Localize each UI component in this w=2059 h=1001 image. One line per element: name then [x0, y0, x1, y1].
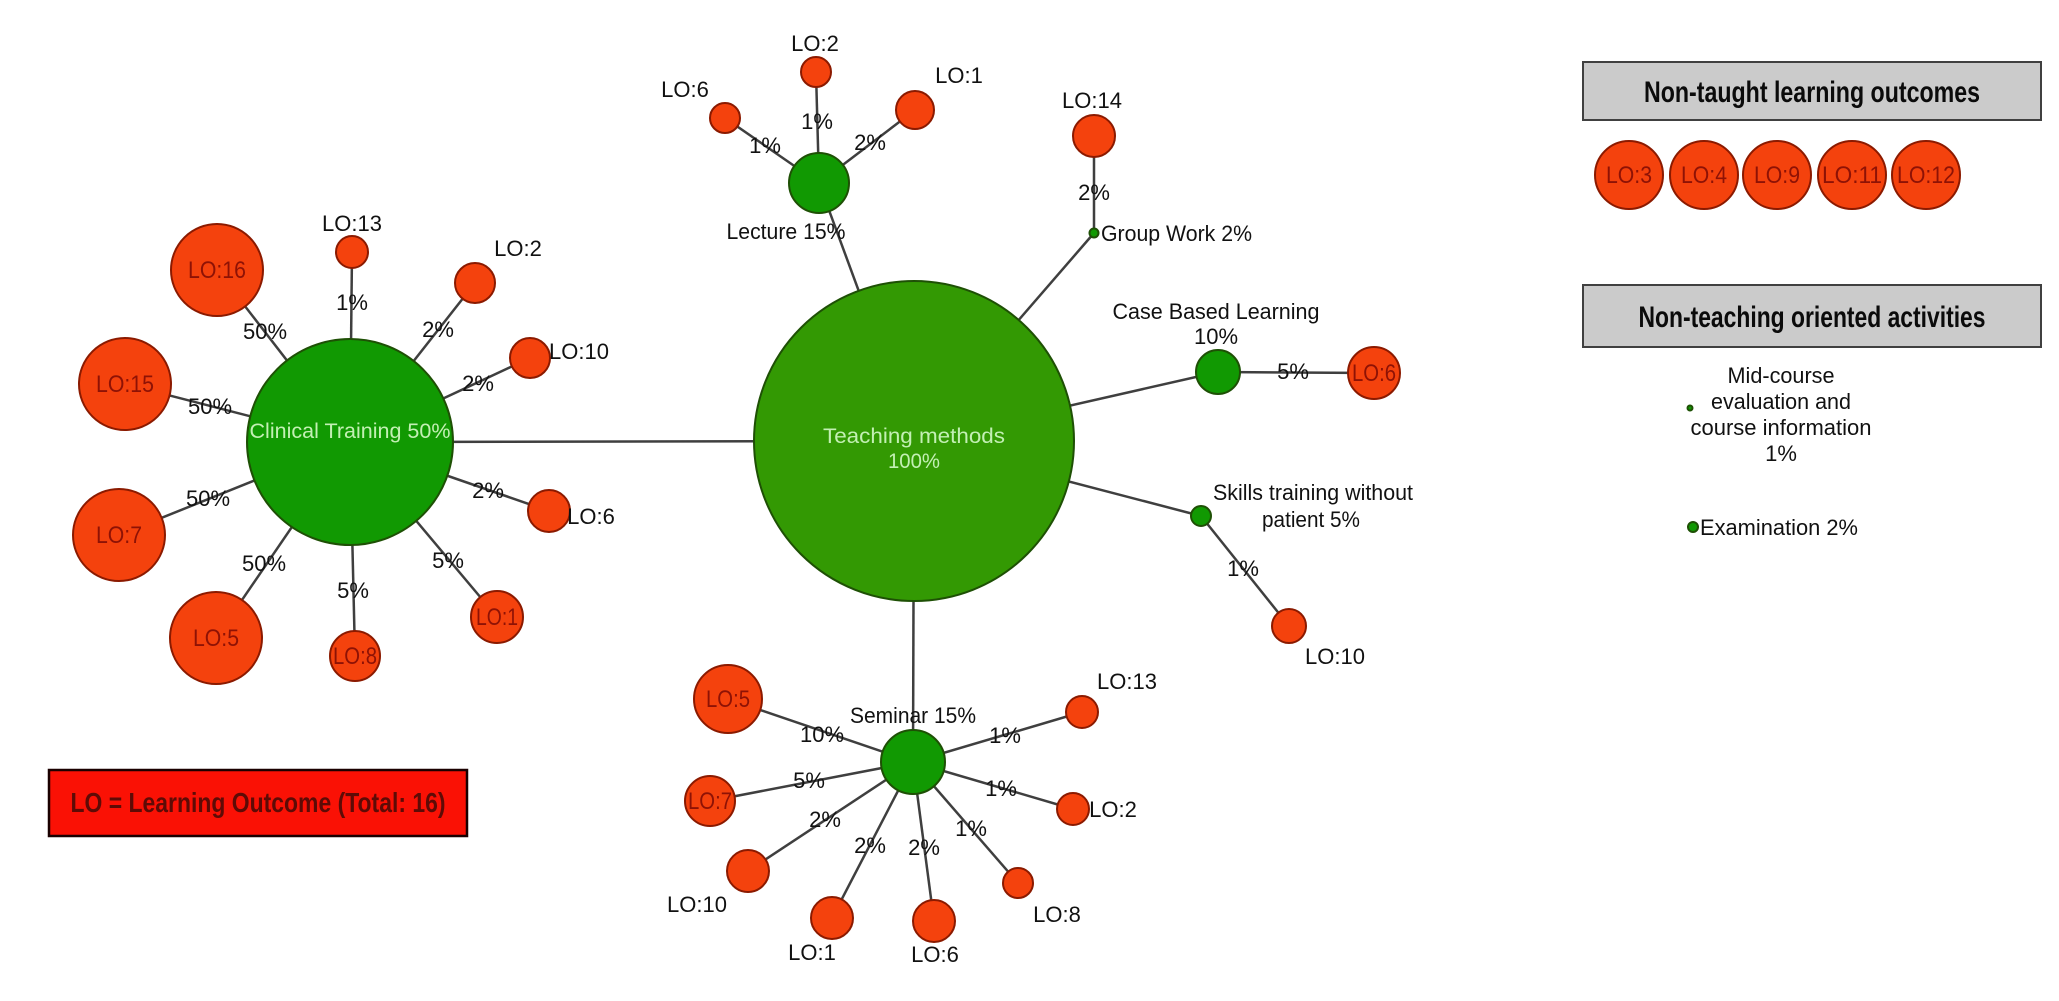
svg-text:5%: 5%	[432, 548, 464, 573]
svg-text:10%: 10%	[1194, 324, 1238, 349]
svg-text:Seminar 15%: Seminar 15%	[850, 703, 976, 728]
svg-text:Clinical Training 50%: Clinical Training 50%	[250, 420, 451, 443]
svg-text:LO:2: LO:2	[791, 31, 839, 56]
svg-text:LO:1: LO:1	[476, 604, 518, 631]
svg-text:LO:12: LO:12	[1897, 162, 1955, 189]
svg-text:patient 5%: patient 5%	[1262, 507, 1360, 532]
svg-text:1%: 1%	[1765, 441, 1797, 466]
svg-text:50%: 50%	[188, 394, 232, 419]
svg-text:5%: 5%	[337, 578, 369, 603]
svg-text:LO:9: LO:9	[1754, 162, 1800, 189]
svg-text:LO:2: LO:2	[1089, 797, 1137, 822]
svg-text:2%: 2%	[472, 478, 504, 503]
svg-text:Lecture 15%: Lecture 15%	[727, 219, 846, 244]
svg-text:LO:8: LO:8	[1033, 902, 1081, 927]
svg-text:LO:15: LO:15	[96, 371, 154, 398]
svg-text:LO:5: LO:5	[706, 686, 750, 713]
svg-text:1%: 1%	[1227, 556, 1259, 581]
svg-text:Group Work 2%: Group Work 2%	[1101, 221, 1252, 246]
svg-text:LO:1: LO:1	[935, 63, 983, 88]
svg-text:10%: 10%	[800, 722, 844, 747]
svg-text:50%: 50%	[242, 551, 286, 576]
svg-text:LO:2: LO:2	[494, 236, 542, 261]
svg-text:2%: 2%	[908, 835, 940, 860]
svg-text:Examination 2%: Examination 2%	[1700, 515, 1858, 540]
svg-text:Mid-course: Mid-course	[1728, 363, 1835, 388]
svg-text:1%: 1%	[801, 109, 833, 134]
svg-text:5%: 5%	[793, 768, 825, 793]
svg-text:LO:3: LO:3	[1606, 162, 1652, 189]
svg-text:LO:8: LO:8	[333, 643, 377, 670]
svg-text:50%: 50%	[243, 319, 287, 344]
svg-text:100%: 100%	[888, 450, 940, 473]
svg-text:LO:14: LO:14	[1062, 88, 1122, 113]
svg-text:1%: 1%	[989, 723, 1021, 748]
svg-text:LO:1: LO:1	[788, 940, 836, 965]
svg-text:50%: 50%	[186, 486, 230, 511]
svg-text:LO:7: LO:7	[96, 522, 142, 549]
svg-text:LO:7: LO:7	[688, 788, 732, 815]
svg-text:5%: 5%	[1277, 359, 1309, 384]
svg-text:evaluation and: evaluation and	[1711, 389, 1851, 414]
svg-text:1%: 1%	[749, 133, 781, 158]
svg-text:LO:6: LO:6	[1352, 360, 1396, 387]
svg-text:LO:6: LO:6	[911, 942, 959, 967]
svg-text:LO:11: LO:11	[1822, 162, 1882, 189]
svg-text:LO:6: LO:6	[661, 77, 709, 102]
svg-text:2%: 2%	[854, 833, 886, 858]
svg-text:2%: 2%	[422, 317, 454, 342]
svg-text:LO = Learning Outcome (Total:: LO = Learning Outcome (Total: 16)	[71, 787, 446, 818]
svg-text:LO:5: LO:5	[193, 625, 239, 652]
svg-text:LO:10: LO:10	[667, 892, 727, 917]
svg-text:Non-taught learning outcomes: Non-taught learning outcomes	[1644, 76, 1980, 109]
svg-text:1%: 1%	[985, 776, 1017, 801]
svg-text:2%: 2%	[1078, 180, 1110, 205]
svg-text:Case Based Learning: Case Based Learning	[1113, 299, 1320, 324]
svg-text:LO:13: LO:13	[322, 211, 382, 236]
svg-text:LO:10: LO:10	[1305, 644, 1365, 669]
svg-text:LO:4: LO:4	[1681, 162, 1727, 189]
svg-text:LO:13: LO:13	[1097, 669, 1157, 694]
svg-text:Teaching methods: Teaching methods	[823, 425, 1005, 448]
svg-text:Skills training without: Skills training without	[1213, 480, 1413, 505]
svg-text:course information: course information	[1691, 415, 1872, 440]
svg-text:2%: 2%	[854, 130, 886, 155]
svg-text:1%: 1%	[336, 290, 368, 315]
svg-text:2%: 2%	[809, 807, 841, 832]
svg-text:LO:16: LO:16	[188, 257, 246, 284]
svg-text:2%: 2%	[462, 371, 494, 396]
svg-text:1%: 1%	[955, 816, 987, 841]
svg-text:Non-teaching oriented activiti: Non-teaching oriented activities	[1639, 301, 1986, 334]
svg-text:LO:10: LO:10	[549, 339, 609, 364]
svg-text:LO:6: LO:6	[567, 504, 615, 529]
